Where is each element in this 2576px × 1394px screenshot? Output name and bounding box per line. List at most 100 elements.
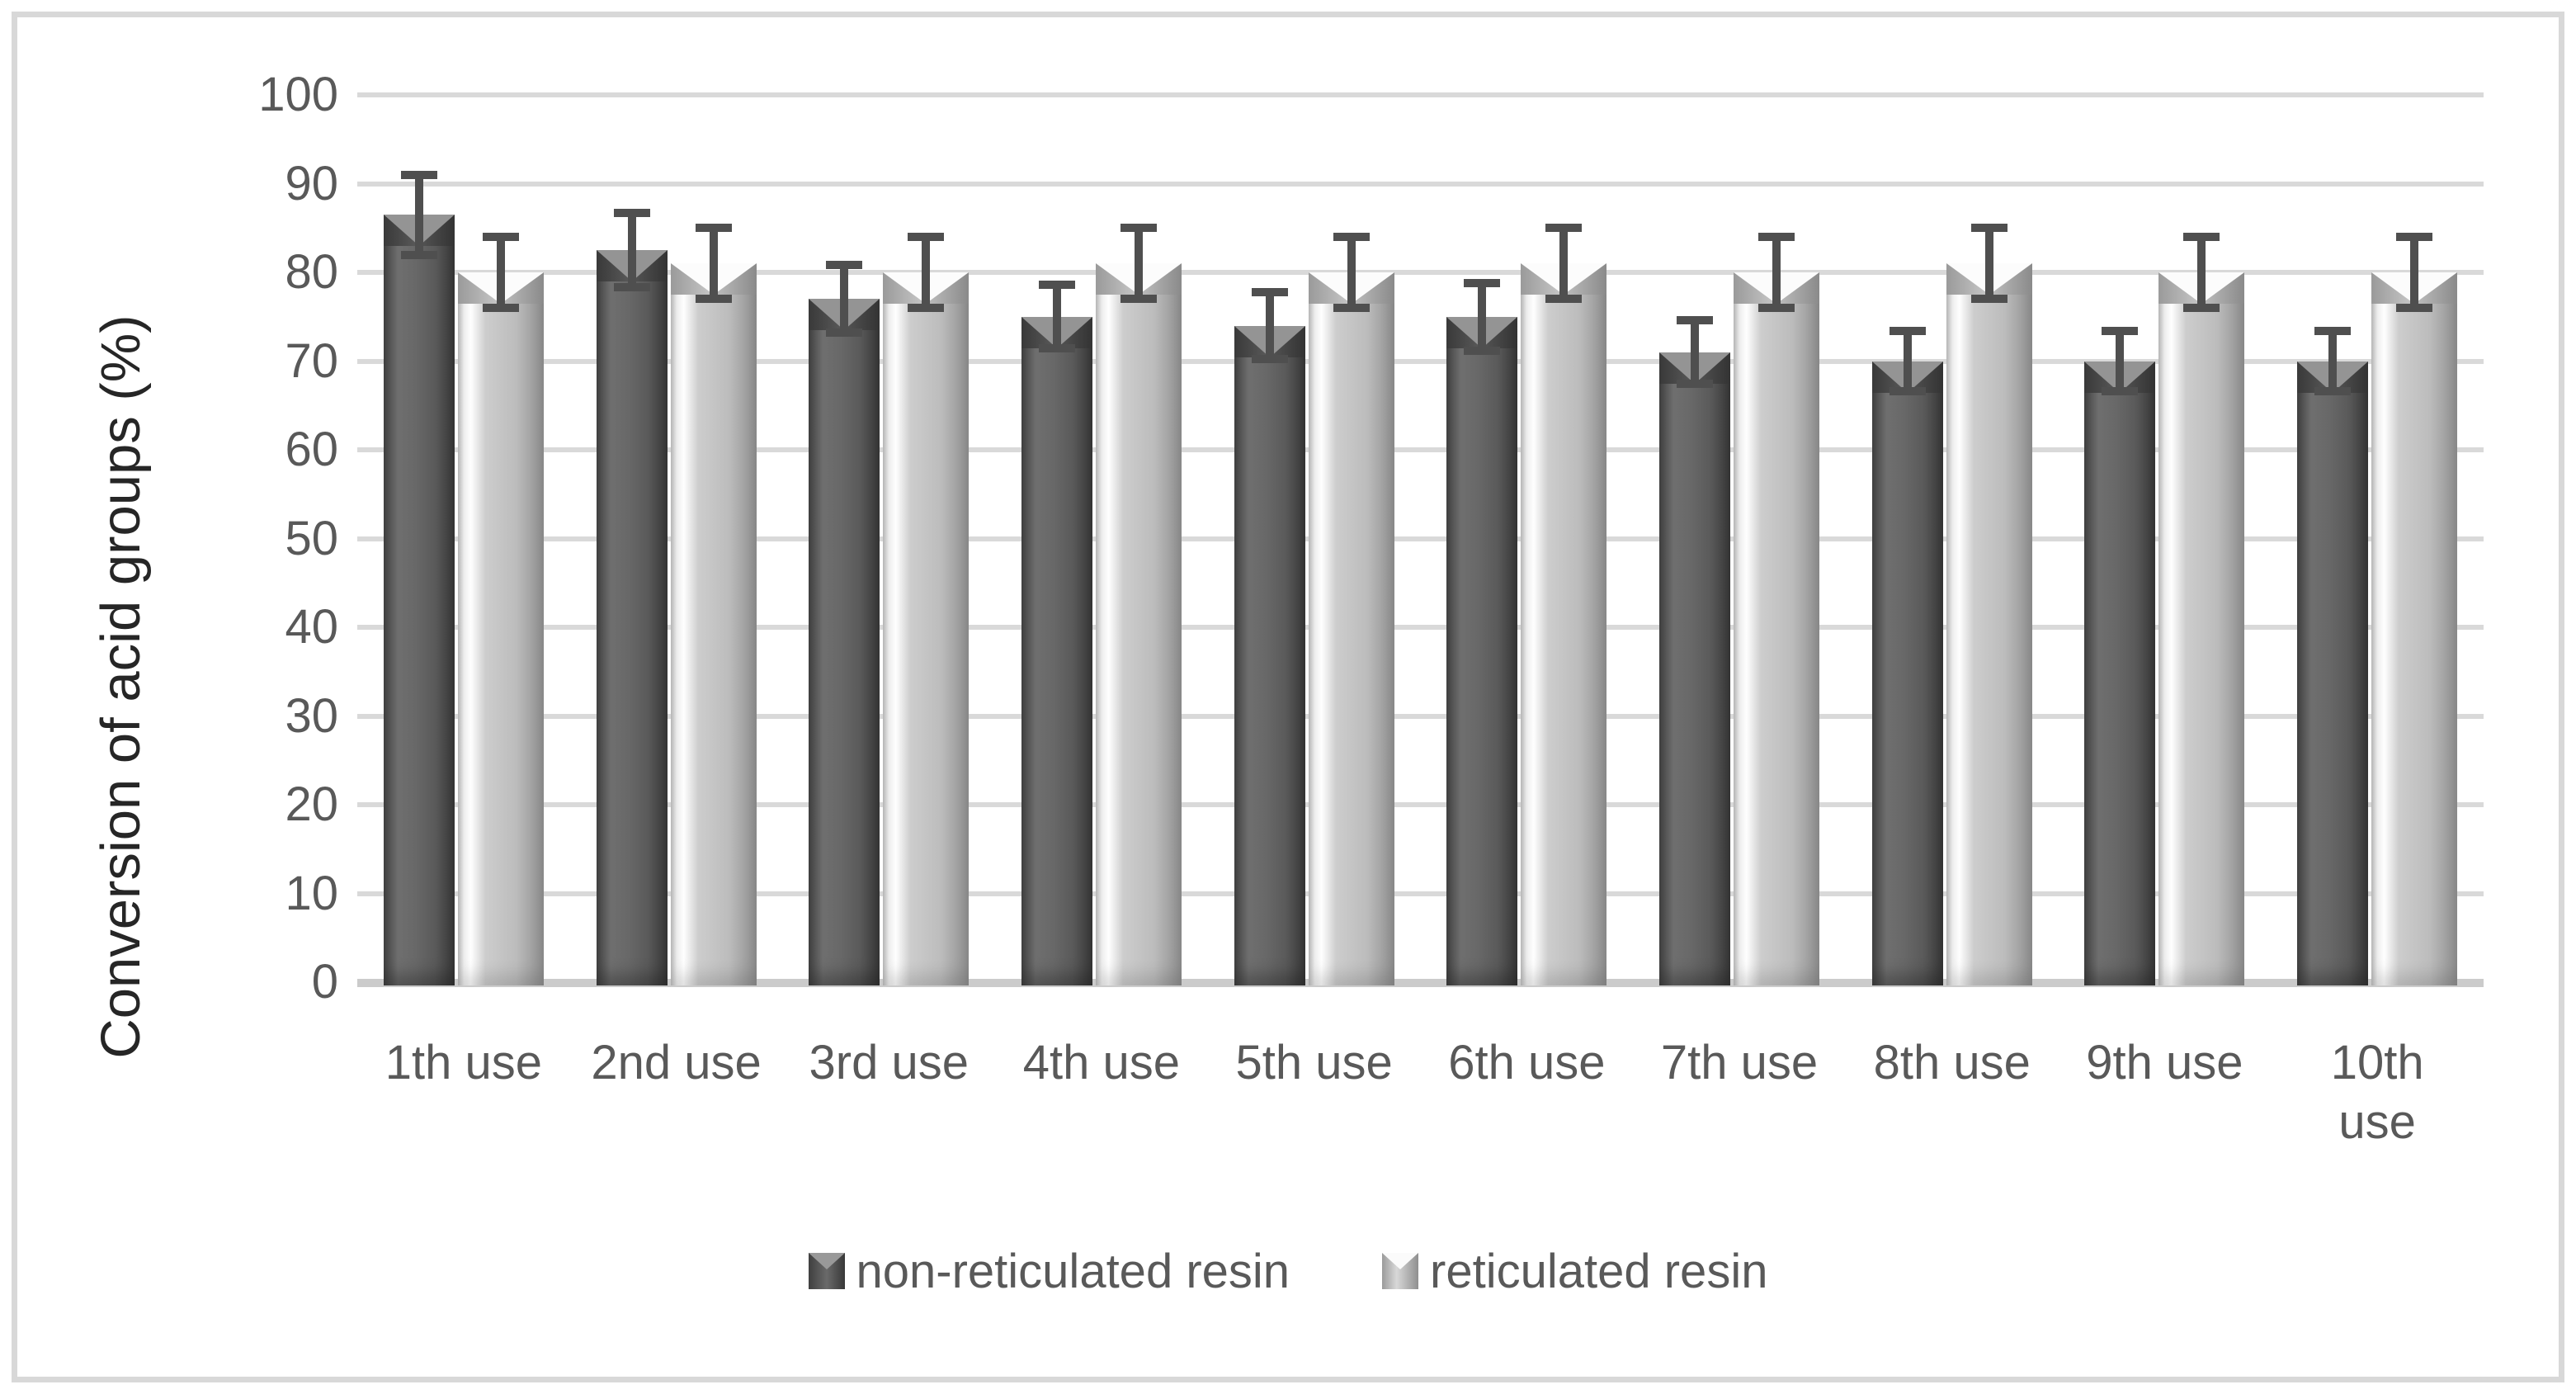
y-tick-label-70: 70 (285, 333, 338, 388)
error-bar (2410, 237, 2419, 308)
error-bar-top-cap (1464, 278, 1501, 287)
gridline-50 (357, 536, 2484, 541)
error-bar-top-cap (1889, 326, 1926, 335)
y-tick-label-30: 30 (285, 688, 338, 743)
bar-non-reticulated-5th-use (1234, 325, 1305, 985)
error-bar-bottom-cap (2396, 304, 2433, 312)
x-category-label-10th-use: 10th use (2330, 1036, 2424, 1149)
error-bar (496, 237, 505, 308)
bar-reticulated-3rd-use (883, 272, 970, 985)
error-bar (1691, 320, 1700, 385)
gridline-10 (357, 891, 2484, 896)
error-bar (1134, 228, 1143, 300)
legend-item-reticulated-resin: reticulated resin (1382, 1248, 1767, 1296)
error-bar-top-cap (826, 261, 863, 270)
error-bar-bottom-cap (2102, 387, 2139, 396)
y-tick-label-40: 40 (285, 600, 338, 654)
error-bar (1265, 291, 1274, 360)
error-bar (1347, 237, 1356, 308)
legend: non-reticulated resin reticulated resin (0, 1248, 2576, 1296)
gridline-90 (357, 181, 2484, 187)
bar-reticulated-4th-use (1095, 263, 1182, 985)
bar-non-reticulated-7th-use (1659, 352, 1731, 985)
error-bar-top-cap (1758, 233, 1795, 241)
error-bar (414, 174, 423, 255)
y-tick-label-90: 90 (285, 156, 338, 210)
x-category-label-1th-use: 1th use (385, 1036, 542, 1089)
error-bar (1052, 285, 1061, 349)
error-bar-bottom-cap (1251, 355, 1288, 364)
legend-label-reticulated-resin: reticulated resin (1430, 1245, 1768, 1298)
error-bar (2197, 237, 2206, 308)
legend-marker-non-reticulated-resin (808, 1253, 845, 1289)
error-bar-top-cap (1677, 316, 1714, 325)
error-bar (627, 212, 636, 288)
error-bar-top-cap (2183, 233, 2220, 241)
error-bar-bottom-cap (695, 295, 732, 304)
error-bar-top-cap (613, 208, 650, 217)
error-bar-bottom-cap (1677, 380, 1714, 389)
error-bar (1772, 237, 1781, 308)
error-bar (922, 237, 931, 308)
gridline-80 (357, 270, 2484, 275)
error-bar-top-cap (400, 170, 437, 179)
gridline-60 (357, 447, 2484, 452)
error-bar-top-cap (1333, 233, 1370, 241)
error-bar (840, 265, 849, 333)
error-bar (2328, 330, 2338, 392)
gridline-20 (357, 802, 2484, 807)
error-bar-top-cap (695, 224, 732, 233)
y-tick-label-0: 0 (311, 955, 338, 1009)
error-bar-bottom-cap (908, 304, 945, 312)
error-bar-top-cap (1545, 224, 1583, 233)
bar-non-reticulated-1th-use (383, 215, 455, 985)
error-bar (1984, 228, 1993, 300)
error-bar-top-cap (2102, 326, 2139, 335)
bar-reticulated-5th-use (1308, 272, 1394, 985)
legend-marker-bevel (808, 1253, 845, 1269)
x-category-label-3rd-use: 3rd use (809, 1036, 969, 1089)
x-category-label-4th-use: 4th use (1022, 1036, 1181, 1089)
bar-reticulated-2nd-use (670, 263, 757, 985)
x-category-label-9th-use: 9th use (2086, 1036, 2243, 1089)
error-bar-bottom-cap (2183, 304, 2220, 312)
bar-non-reticulated-4th-use (1021, 316, 1092, 985)
x-category-label-5th-use: 5th use (1235, 1036, 1393, 1089)
y-tick-label-10: 10 (285, 866, 338, 920)
bar-non-reticulated-2nd-use (596, 250, 668, 985)
error-bar-bottom-cap (400, 250, 437, 259)
error-bar (1478, 282, 1487, 351)
y-tick-label-60: 60 (285, 423, 338, 476)
error-bar (1559, 228, 1569, 300)
gridline-30 (357, 713, 2484, 719)
bar-non-reticulated-3rd-use (809, 299, 880, 985)
error-bar (1903, 330, 1912, 392)
error-bar-top-cap (2396, 233, 2433, 241)
x-category-label-2nd-use: 2nd use (591, 1036, 762, 1089)
error-bar-bottom-cap (826, 328, 863, 338)
gridline-100 (357, 92, 2484, 97)
bar-non-reticulated-10th-use (2297, 361, 2369, 985)
error-bar-bottom-cap (613, 283, 650, 292)
gridline-40 (357, 625, 2484, 630)
bar-reticulated-9th-use (2158, 272, 2245, 985)
error-bar-top-cap (908, 233, 945, 241)
error-bar-bottom-cap (1333, 304, 1370, 312)
bar-non-reticulated-9th-use (2084, 361, 2156, 985)
y-tick-label-20: 20 (285, 777, 338, 831)
bar-non-reticulated-8th-use (1871, 361, 1943, 985)
x-category-label-7th-use: 7th use (1660, 1036, 1819, 1089)
x-category-label-6th-use: 6th use (1448, 1036, 1606, 1089)
x-category-label-8th-use: 8th use (1873, 1036, 2031, 1089)
error-bar-bottom-cap (482, 304, 519, 312)
error-bar-top-cap (482, 233, 519, 241)
error-bar-bottom-cap (1758, 304, 1795, 312)
error-bar-bottom-cap (2314, 387, 2352, 396)
error-bar-top-cap (1038, 281, 1075, 290)
error-bar-bottom-cap (1120, 295, 1157, 304)
error-bar-bottom-cap (1889, 387, 1926, 396)
bar-reticulated-1th-use (457, 272, 544, 985)
error-bar (2116, 330, 2125, 392)
